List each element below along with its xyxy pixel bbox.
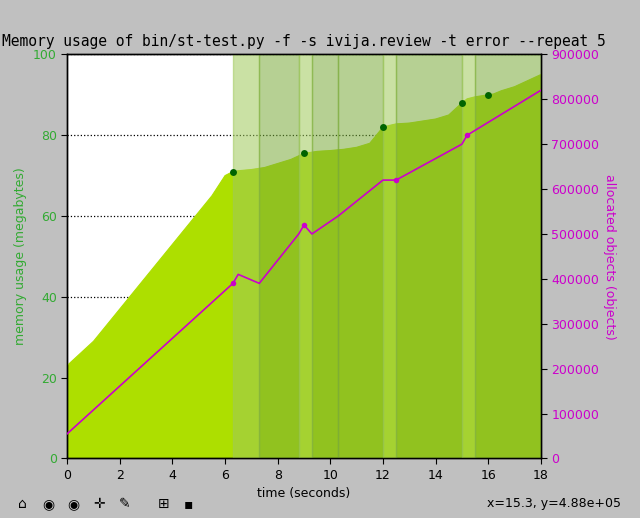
- Bar: [396, 54, 462, 458]
- Bar: [383, 54, 396, 458]
- Text: ▪: ▪: [184, 497, 193, 511]
- Text: ⊞: ⊞: [157, 497, 169, 511]
- Text: ◉: ◉: [68, 497, 79, 511]
- Bar: [259, 54, 299, 458]
- Bar: [475, 54, 541, 458]
- Text: ✛: ✛: [93, 497, 105, 511]
- Text: x=15.3, y=4.88e+05: x=15.3, y=4.88e+05: [487, 497, 621, 510]
- Y-axis label: allocated objects (objects): allocated objects (objects): [603, 174, 616, 339]
- X-axis label: time (seconds): time (seconds): [257, 487, 351, 500]
- Text: ◉: ◉: [42, 497, 54, 511]
- Bar: [462, 54, 475, 458]
- Bar: [338, 54, 383, 458]
- Bar: [233, 54, 259, 458]
- Y-axis label: memory usage (megabytes): memory usage (megabytes): [14, 167, 28, 346]
- Text: ⌂: ⌂: [18, 497, 27, 511]
- Bar: [312, 54, 338, 458]
- Text: ✎: ✎: [119, 497, 131, 511]
- Bar: [299, 54, 312, 458]
- Title: Memory usage of bin/st-test.py -f -s ivija.review -t error --repeat 5: Memory usage of bin/st-test.py -f -s ivi…: [2, 34, 606, 49]
